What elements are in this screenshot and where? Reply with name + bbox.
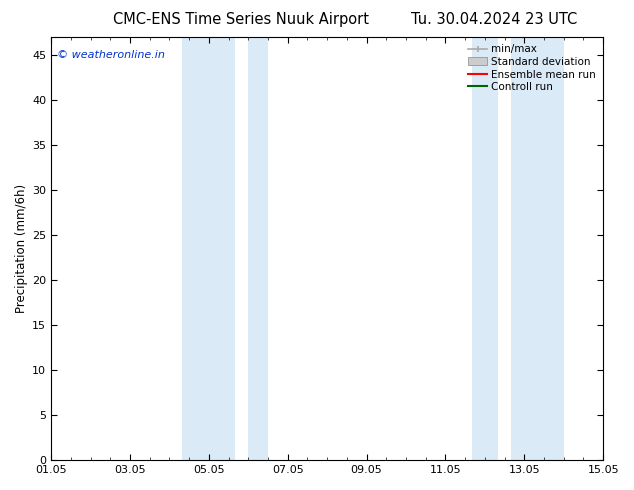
Text: CMC-ENS Time Series Nuuk Airport: CMC-ENS Time Series Nuuk Airport	[113, 12, 369, 27]
Bar	[511, 37, 564, 460]
Bar	[472, 37, 498, 460]
Bar	[249, 37, 268, 460]
Text: © weatheronline.in: © weatheronline.in	[56, 50, 165, 60]
Text: Tu. 30.04.2024 23 UTC: Tu. 30.04.2024 23 UTC	[411, 12, 578, 27]
Legend: min/max, Standard deviation, Ensemble mean run, Controll run: min/max, Standard deviation, Ensemble me…	[466, 42, 598, 94]
Y-axis label: Precipitation (mm/6h): Precipitation (mm/6h)	[15, 184, 28, 313]
Bar	[183, 37, 235, 460]
